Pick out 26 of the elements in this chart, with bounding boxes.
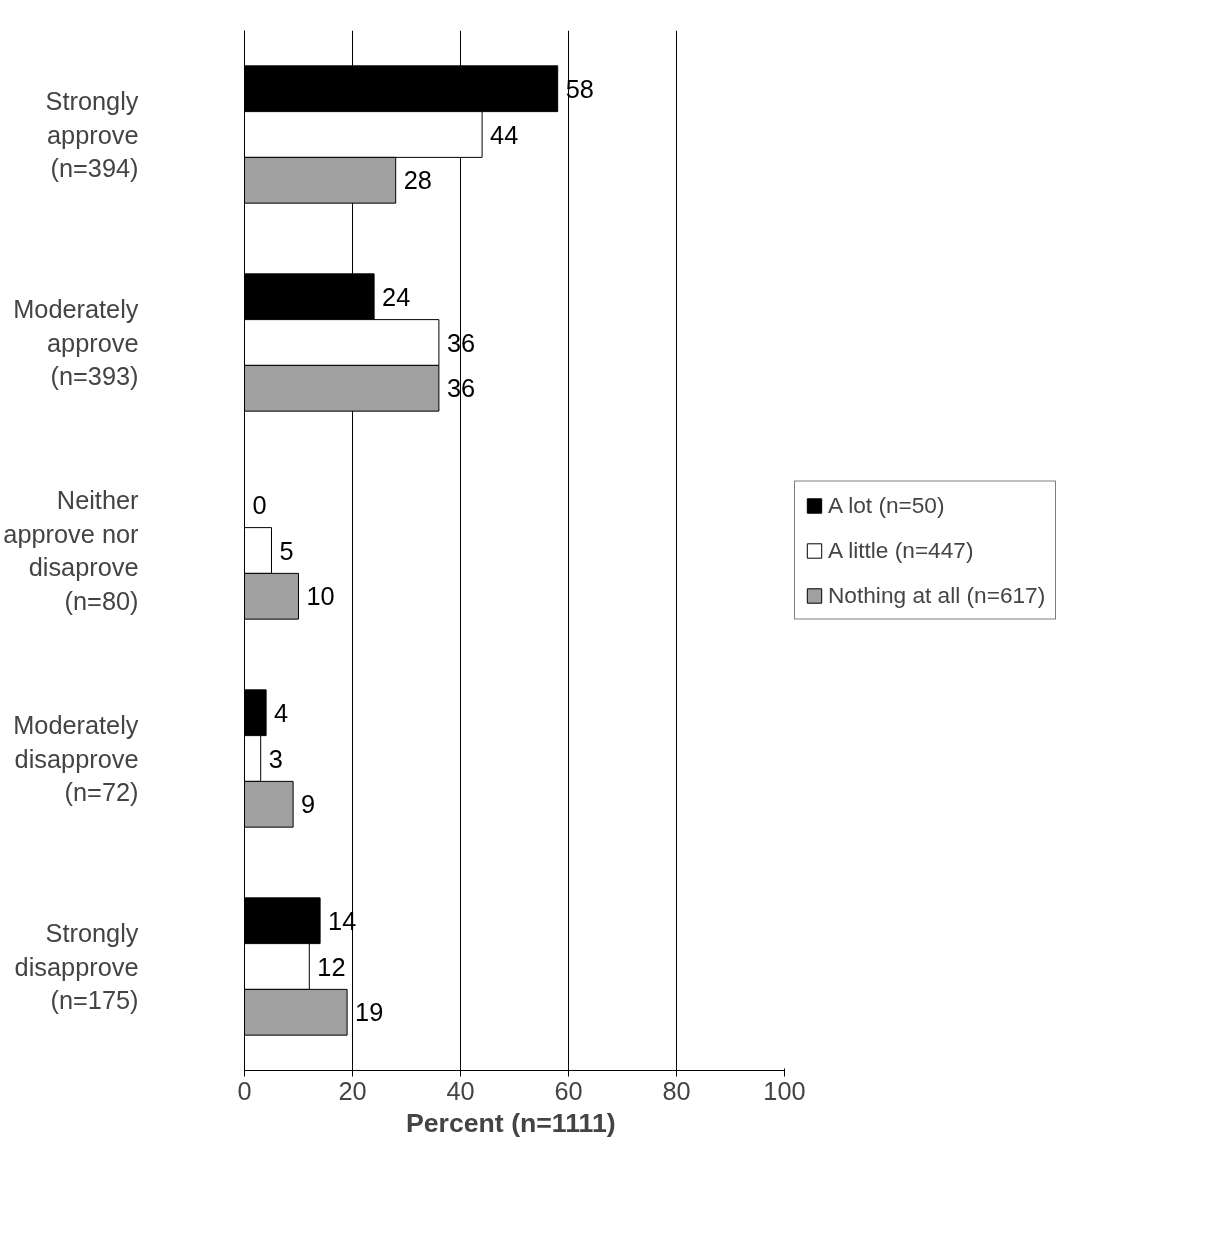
y-tick-label: Moderately approve (n=393) — [13, 294, 139, 391]
y-tick-label: Strongly disapprove (n=175) — [14, 918, 139, 1015]
legend-label: A little (n=447) — [828, 536, 974, 564]
data-label: 0 — [252, 490, 267, 519]
y-tick-label: Strongly approve (n=394) — [45, 86, 139, 183]
data-label: 44 — [490, 120, 519, 149]
x-axis-title: Percent (n=1111) — [405, 1107, 616, 1138]
y-tick-label: Moderately disapprove (n=72) — [13, 710, 139, 807]
x-tick-label: 40 — [446, 1076, 475, 1105]
x-tick-label: 60 — [554, 1076, 583, 1105]
data-label: 9 — [301, 790, 316, 819]
x-tick-label: 0 — [237, 1076, 252, 1105]
legend-label: A lot (n=50) — [828, 491, 945, 519]
data-label: 4 — [274, 698, 289, 727]
data-label: 10 — [306, 582, 335, 611]
legend-label: Nothing at all (n=617) — [828, 581, 1046, 609]
y-tick-label: Neither approve nor disaprove (n=80) — [3, 486, 140, 615]
data-label: 28 — [403, 166, 432, 195]
x-tick-label: 80 — [662, 1076, 691, 1105]
data-label: 5 — [279, 536, 294, 565]
data-label: 12 — [317, 952, 346, 981]
x-tick-label: 100 — [763, 1076, 806, 1105]
data-label: 24 — [382, 282, 411, 311]
x-tick-label: 20 — [338, 1076, 367, 1105]
data-label: 3 — [268, 744, 283, 773]
data-label: 19 — [355, 998, 384, 1027]
